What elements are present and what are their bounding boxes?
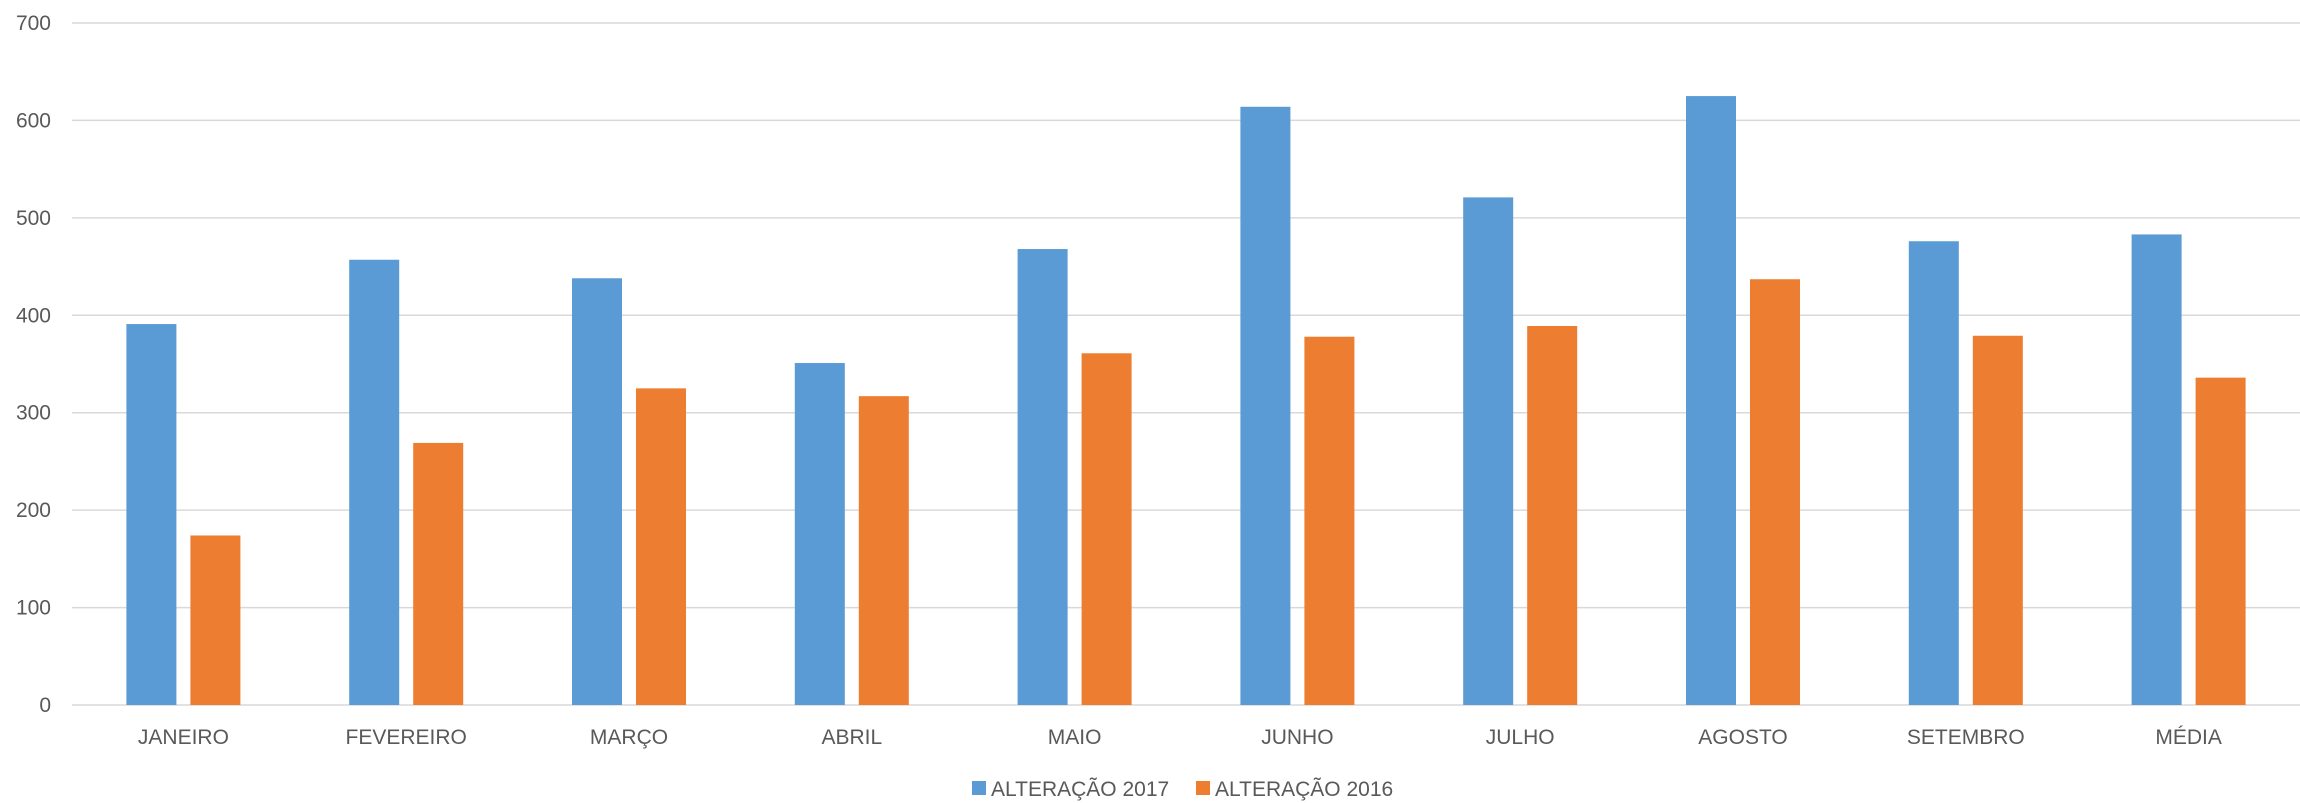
bar-2017-abril bbox=[794, 363, 845, 705]
bar-2017-fevereiro bbox=[349, 259, 400, 705]
bar-2016-janeiro bbox=[190, 535, 241, 705]
y-axis-tick-labels: 0 100 200 300 400 500 600 700 bbox=[16, 12, 51, 717]
y-tick-label: 200 bbox=[16, 499, 51, 522]
bar-2017-média bbox=[2131, 234, 2182, 706]
x-category-label: JUNHO bbox=[1261, 726, 1333, 749]
bar-2017-maio bbox=[1017, 249, 1068, 705]
y-tick-label: 0 bbox=[39, 694, 51, 717]
legend-swatch bbox=[972, 781, 986, 795]
x-axis-category-labels: JANEIRO FEVEREIRO MARÇO ABRIL MAIO JUNHO JULHO… bbox=[138, 726, 2222, 749]
bar-2017-janeiro bbox=[126, 324, 177, 705]
legend-label: ALTERAÇÃO 2017 bbox=[991, 777, 1169, 801]
y-tick-label: 600 bbox=[16, 109, 51, 132]
y-tick-label: 700 bbox=[16, 12, 51, 35]
y-tick-label: 500 bbox=[16, 207, 51, 230]
x-category-label: AGOSTO bbox=[1698, 726, 1787, 749]
bar-2016-fevereiro bbox=[413, 442, 464, 705]
bars bbox=[126, 96, 2246, 706]
y-tick-label: 400 bbox=[16, 304, 51, 327]
x-category-label: ABRIL bbox=[821, 726, 882, 749]
bar-2017-março bbox=[572, 278, 622, 705]
x-category-label: MÉDIA bbox=[2155, 726, 2222, 749]
x-category-label: MAIO bbox=[1048, 726, 1102, 749]
bar-2016-média bbox=[2195, 377, 2246, 705]
bar-2016-março bbox=[636, 388, 686, 705]
bar-2016-maio bbox=[1081, 353, 1132, 705]
bar-2017-julho bbox=[1463, 197, 1514, 705]
x-category-label: MARÇO bbox=[590, 726, 668, 749]
x-category-label: FEVEREIRO bbox=[346, 726, 467, 749]
legend: ALTERAÇÃO 2017 ALTERAÇÃO 2016 bbox=[972, 777, 1393, 801]
bar-2017-agosto bbox=[1686, 96, 1736, 706]
bar-2017-setembro bbox=[1908, 241, 1959, 706]
x-category-label: JULHO bbox=[1486, 726, 1555, 749]
legend-swatch bbox=[1196, 781, 1210, 795]
y-tick-label: 300 bbox=[16, 402, 51, 425]
bar-2016-setembro bbox=[1972, 335, 2023, 705]
bar-2016-julho bbox=[1527, 326, 1578, 705]
gridlines bbox=[72, 22, 2300, 706]
legend-label: ALTERAÇÃO 2016 bbox=[1215, 777, 1393, 801]
bar-2016-abril bbox=[858, 396, 909, 705]
y-tick-label: 100 bbox=[16, 597, 51, 620]
bar-2017-junho bbox=[1240, 106, 1291, 705]
bar-2016-junho bbox=[1304, 336, 1355, 705]
x-category-label: JANEIRO bbox=[138, 726, 229, 749]
x-category-label: SETEMBRO bbox=[1907, 726, 2025, 749]
bar-2016-agosto bbox=[1750, 279, 1800, 705]
